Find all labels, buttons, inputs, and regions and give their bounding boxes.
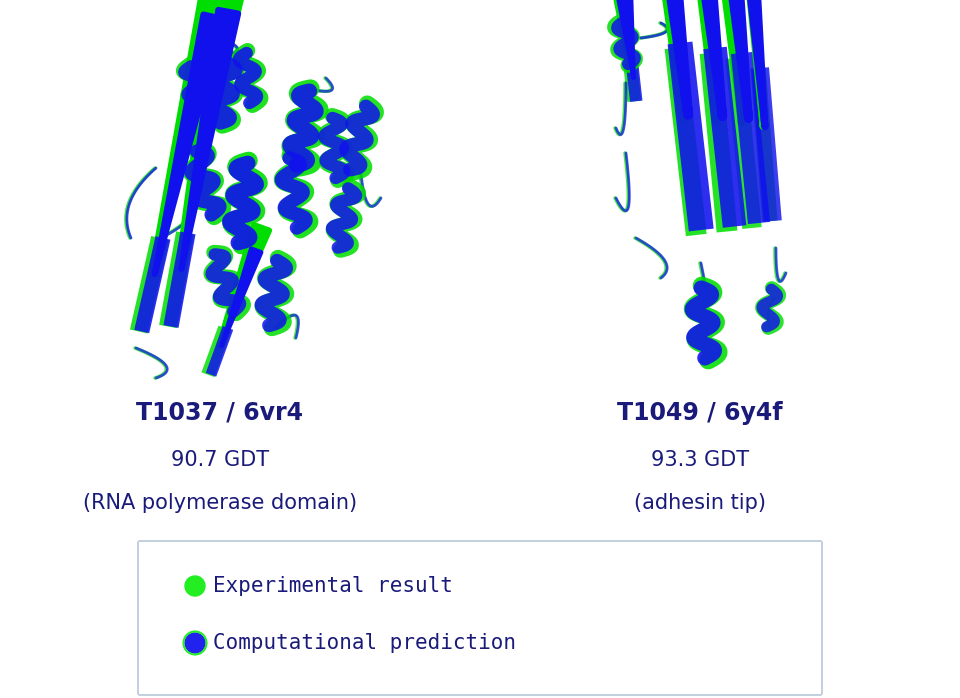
FancyBboxPatch shape (138, 541, 822, 695)
Text: T1049 / 6y4f: T1049 / 6y4f (617, 401, 782, 425)
Text: 93.3 GDT: 93.3 GDT (651, 450, 749, 470)
Text: 90.7 GDT: 90.7 GDT (171, 450, 269, 470)
Text: T1037 / 6vr4: T1037 / 6vr4 (136, 401, 303, 425)
Text: Experimental result: Experimental result (213, 576, 453, 596)
Circle shape (185, 576, 205, 596)
Circle shape (185, 633, 205, 653)
Text: Computational prediction: Computational prediction (213, 633, 516, 653)
Text: (RNA polymerase domain): (RNA polymerase domain) (83, 493, 357, 513)
Text: (adhesin tip): (adhesin tip) (634, 493, 766, 513)
